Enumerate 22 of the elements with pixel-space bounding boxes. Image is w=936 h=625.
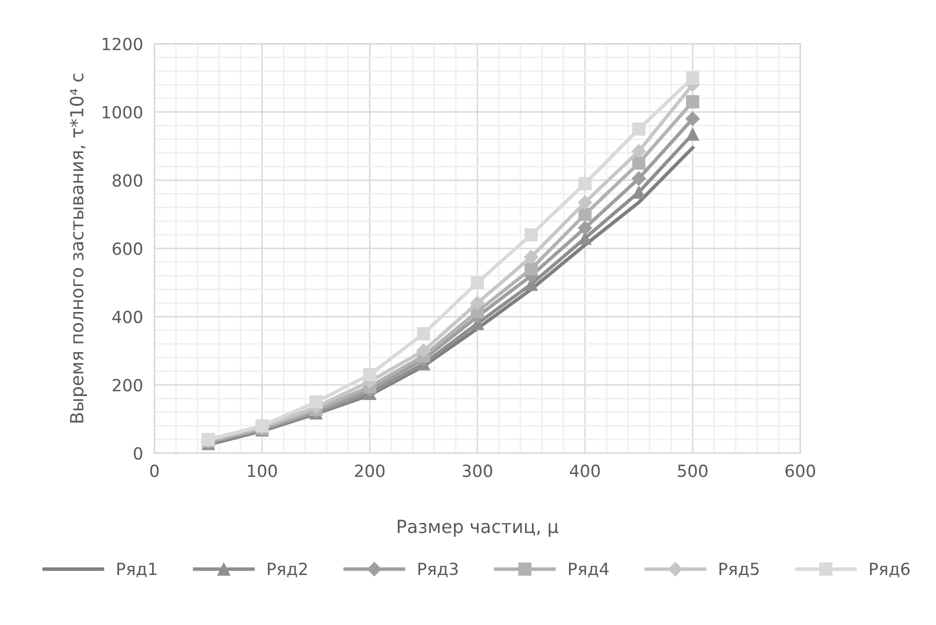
y-tick-label: 0 — [134, 447, 142, 460]
y-tick-label: 1000 — [102, 106, 142, 119]
y-axis-title: Выремя полного застывания, τ*10⁴ с — [70, 74, 88, 423]
legend-label: Ряд6 — [870, 562, 910, 578]
x-tick-label: 500 — [678, 464, 708, 478]
legend-label: Ряд4 — [568, 562, 609, 578]
x-tick-label: 400 — [570, 464, 600, 478]
x-tick-label: 100 — [248, 464, 277, 478]
legend-label: Ряд5 — [720, 562, 759, 578]
legend-label: Ряд2 — [268, 562, 307, 578]
legend-label: Ряд3 — [418, 562, 458, 578]
y-tick-label: 600 — [112, 242, 142, 256]
x-tick-label: 200 — [355, 464, 385, 478]
x-tick-label: 600 — [786, 464, 816, 478]
x-tick-label: 300 — [462, 464, 492, 478]
x-tick-label: 0 — [150, 464, 159, 478]
legend-label: Ряд1 — [117, 562, 156, 578]
y-tick-label: 200 — [112, 378, 142, 392]
y-tick-label: 800 — [112, 174, 142, 187]
y-tick-label: 400 — [112, 310, 142, 324]
y-tick-label: 1200 — [102, 38, 142, 50]
x-axis-title: Размер частиц, μ — [398, 520, 558, 537]
